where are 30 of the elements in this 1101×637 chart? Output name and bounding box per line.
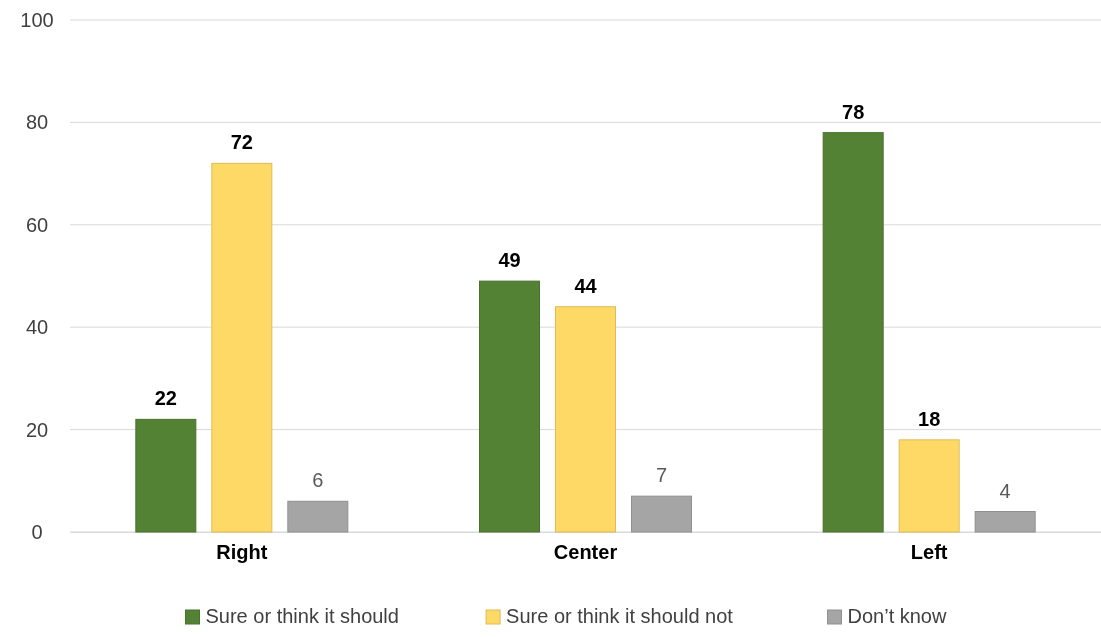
bar (898, 439, 960, 533)
x-tick-label: Center (553, 541, 618, 563)
y-tick-label: 40 (25, 316, 49, 339)
y-tick-label: 0 (31, 520, 43, 543)
bar (822, 132, 884, 533)
bar (479, 280, 540, 533)
data-label: 6 (312, 469, 324, 492)
data-label: 18 (918, 407, 941, 430)
y-tick-label: 100 (20, 8, 54, 31)
bar (211, 162, 273, 533)
data-label: 49 (498, 249, 521, 272)
bar (287, 500, 349, 533)
bar (555, 306, 616, 533)
legend-label: Don’t know (847, 605, 947, 627)
bar (974, 511, 1036, 533)
data-label: 22 (154, 387, 177, 410)
legend-label: Sure or think it should not (506, 605, 734, 627)
data-label: 44 (574, 274, 598, 297)
data-label: 72 (230, 131, 253, 154)
bar (135, 418, 197, 533)
x-tick-label: Left (910, 541, 948, 563)
y-tick-label: 80 (25, 111, 49, 134)
data-label: 7 (655, 464, 668, 487)
data-label: 4 (999, 479, 1011, 502)
y-tick-label: 20 (25, 418, 49, 441)
x-tick-label: Right (216, 541, 268, 563)
legend-label: Sure or think it should (205, 605, 399, 627)
bar (631, 495, 692, 533)
data-label: 78 (842, 100, 865, 123)
y-tick-label: 60 (25, 213, 49, 236)
